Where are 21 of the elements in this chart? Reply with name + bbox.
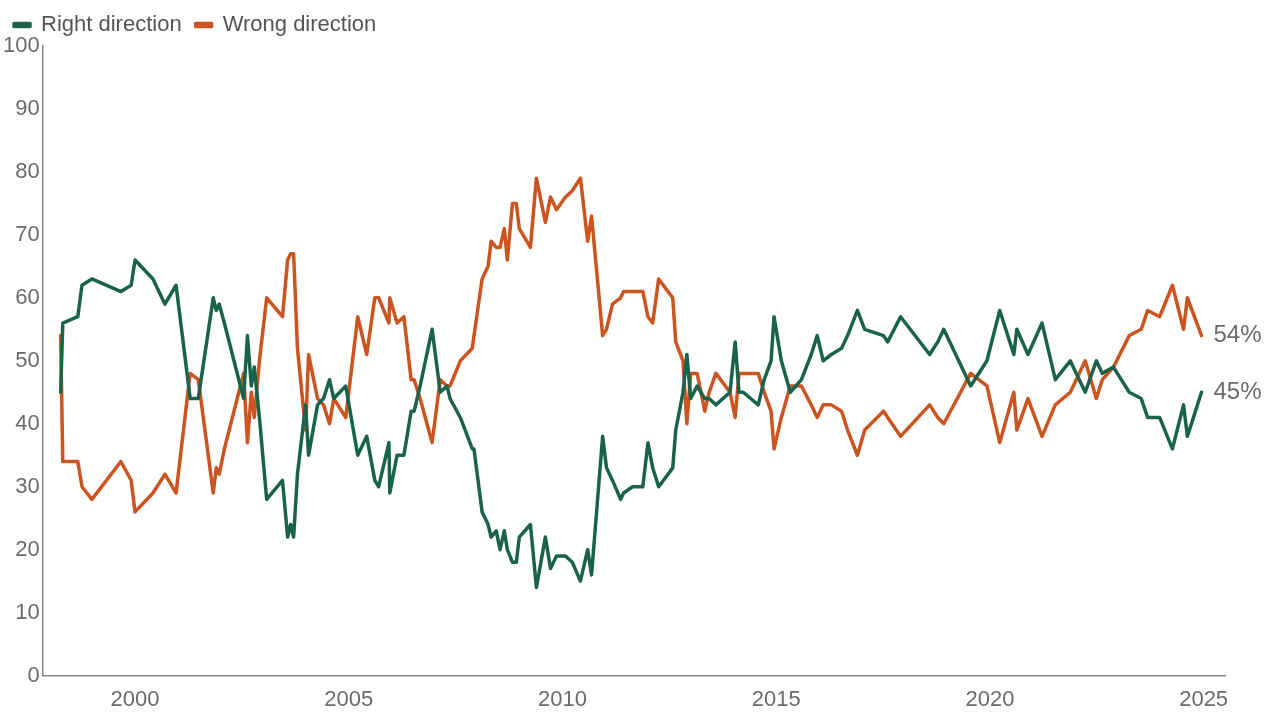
- x-tick-label: 2005: [324, 685, 374, 711]
- y-tick-label: 10: [15, 598, 40, 624]
- y-tick-label: 70: [15, 220, 40, 246]
- y-tick-label: 0: [27, 661, 40, 687]
- y-tick-label: 50: [15, 346, 40, 372]
- legend-label: Right direction: [41, 11, 182, 37]
- x-tick-label: 2000: [110, 685, 160, 711]
- x-tick-label: 2020: [965, 685, 1015, 711]
- annotation: 45%: [1213, 376, 1262, 404]
- y-tick-label: 30: [15, 472, 40, 498]
- y-tick-label: 20: [15, 535, 40, 561]
- y-tick-label: 60: [15, 283, 40, 309]
- annotation: 54%: [1213, 320, 1262, 348]
- y-tick-label: 40: [15, 409, 40, 435]
- legend-label: Wrong direction: [222, 11, 377, 37]
- x-tick-label: 2015: [751, 685, 801, 711]
- y-tick-label: 90: [15, 95, 40, 121]
- x-tick-label: 2025: [1179, 685, 1229, 711]
- y-tick-label: 100: [2, 32, 40, 58]
- y-tick-label: 80: [15, 157, 40, 183]
- x-tick-label: 2010: [537, 685, 587, 711]
